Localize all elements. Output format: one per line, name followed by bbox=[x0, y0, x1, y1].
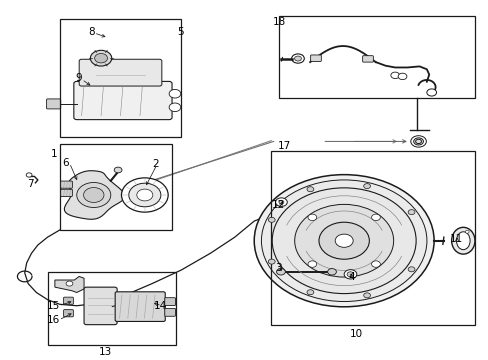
Circle shape bbox=[327, 269, 336, 275]
Text: 14: 14 bbox=[154, 301, 167, 311]
Circle shape bbox=[90, 50, 112, 66]
Ellipse shape bbox=[456, 232, 469, 249]
FancyBboxPatch shape bbox=[115, 292, 165, 321]
Bar bbox=[47, 272, 176, 345]
Bar bbox=[271, 152, 474, 325]
Bar bbox=[60, 19, 181, 137]
Circle shape bbox=[390, 72, 399, 78]
Circle shape bbox=[128, 183, 161, 207]
Circle shape bbox=[306, 187, 313, 192]
Circle shape bbox=[397, 73, 406, 80]
Circle shape bbox=[306, 290, 313, 295]
Circle shape bbox=[114, 167, 122, 173]
FancyBboxPatch shape bbox=[310, 55, 321, 62]
Circle shape bbox=[169, 89, 181, 98]
Circle shape bbox=[121, 178, 168, 212]
Circle shape bbox=[307, 214, 316, 221]
Circle shape bbox=[363, 184, 370, 189]
Circle shape bbox=[346, 272, 353, 277]
Text: 7: 7 bbox=[27, 179, 34, 189]
FancyBboxPatch shape bbox=[164, 309, 175, 316]
Circle shape bbox=[371, 261, 380, 267]
Text: 10: 10 bbox=[349, 329, 362, 339]
Circle shape bbox=[279, 201, 284, 204]
Circle shape bbox=[426, 89, 436, 96]
Circle shape bbox=[95, 54, 107, 63]
Text: 9: 9 bbox=[76, 73, 82, 83]
Bar bbox=[60, 144, 171, 230]
Text: 4: 4 bbox=[347, 272, 354, 282]
Text: 1: 1 bbox=[50, 149, 57, 159]
Circle shape bbox=[291, 54, 304, 63]
Circle shape bbox=[371, 214, 380, 221]
Circle shape bbox=[272, 188, 415, 294]
Circle shape bbox=[169, 103, 181, 112]
Text: 15: 15 bbox=[47, 301, 61, 311]
FancyBboxPatch shape bbox=[63, 297, 73, 304]
Circle shape bbox=[276, 269, 285, 275]
Circle shape bbox=[294, 56, 301, 61]
Circle shape bbox=[407, 210, 414, 215]
FancyBboxPatch shape bbox=[362, 56, 372, 62]
Circle shape bbox=[275, 198, 287, 206]
Circle shape bbox=[268, 217, 275, 222]
FancyBboxPatch shape bbox=[63, 310, 73, 317]
FancyBboxPatch shape bbox=[84, 287, 117, 325]
Circle shape bbox=[363, 293, 370, 298]
Text: 6: 6 bbox=[62, 158, 69, 168]
Text: 17: 17 bbox=[277, 141, 290, 151]
FancyBboxPatch shape bbox=[79, 59, 162, 86]
Text: 8: 8 bbox=[88, 27, 95, 37]
Circle shape bbox=[464, 230, 468, 233]
Circle shape bbox=[77, 183, 111, 207]
Text: 16: 16 bbox=[47, 315, 61, 325]
Circle shape bbox=[83, 188, 104, 202]
Bar bbox=[278, 16, 474, 98]
Text: 13: 13 bbox=[99, 347, 112, 357]
Text: 2: 2 bbox=[152, 159, 159, 169]
FancyBboxPatch shape bbox=[46, 99, 61, 109]
Circle shape bbox=[26, 173, 32, 177]
Circle shape bbox=[344, 270, 356, 279]
Text: 12: 12 bbox=[271, 200, 285, 210]
FancyBboxPatch shape bbox=[61, 181, 72, 188]
Text: 18: 18 bbox=[272, 17, 285, 27]
Polygon shape bbox=[64, 171, 124, 219]
Circle shape bbox=[410, 136, 426, 147]
Circle shape bbox=[268, 259, 275, 264]
Polygon shape bbox=[55, 276, 84, 293]
Ellipse shape bbox=[451, 227, 474, 254]
Circle shape bbox=[137, 189, 153, 201]
Circle shape bbox=[334, 234, 352, 247]
Circle shape bbox=[413, 138, 423, 145]
Circle shape bbox=[407, 267, 414, 272]
FancyBboxPatch shape bbox=[61, 189, 72, 197]
Circle shape bbox=[261, 180, 426, 302]
FancyBboxPatch shape bbox=[74, 81, 172, 120]
Circle shape bbox=[66, 281, 73, 286]
Circle shape bbox=[254, 175, 433, 307]
Circle shape bbox=[318, 222, 368, 259]
Text: 5: 5 bbox=[177, 27, 183, 37]
Text: 11: 11 bbox=[448, 234, 462, 244]
Circle shape bbox=[307, 261, 316, 267]
FancyBboxPatch shape bbox=[164, 298, 175, 306]
Circle shape bbox=[294, 204, 393, 277]
Circle shape bbox=[415, 139, 421, 144]
Text: 3: 3 bbox=[275, 262, 281, 273]
